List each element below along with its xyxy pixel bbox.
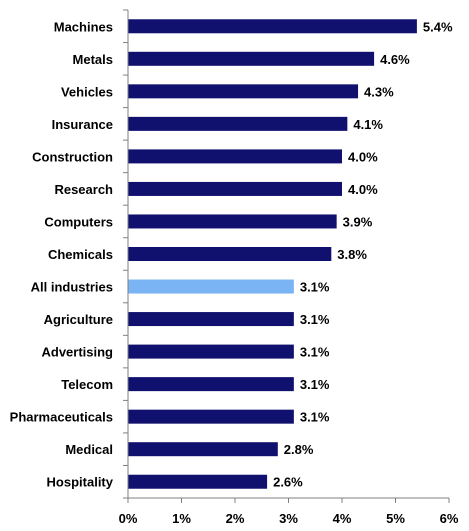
x-tick-label: 0% <box>119 511 138 526</box>
category-label-research: Research <box>54 182 113 197</box>
bar-hospitality <box>128 474 268 489</box>
value-label-medical: 2.8% <box>284 442 314 457</box>
bar-telecom <box>128 377 294 392</box>
value-label-pharmaceuticals: 3.1% <box>300 410 330 425</box>
value-label-agriculture: 3.1% <box>300 312 330 327</box>
value-label-advertising: 3.1% <box>300 345 330 360</box>
category-label-hospitality: Hospitality <box>47 475 114 490</box>
x-tick-label: 4% <box>333 511 352 526</box>
category-label-insurance: Insurance <box>52 117 113 132</box>
bar-research <box>128 181 342 196</box>
bars-group <box>128 19 417 489</box>
bar-agriculture <box>128 312 294 327</box>
category-label-pharmaceuticals: Pharmaceuticals <box>10 410 113 425</box>
x-tick-label: 1% <box>172 511 191 526</box>
bar-chemicals <box>128 247 332 261</box>
x-tick-label: 5% <box>386 511 405 526</box>
bar-insurance <box>128 116 348 131</box>
x-tick-labels: 0% 1% 2% 3% 4% 5% 6% <box>119 511 459 526</box>
bar-medical <box>128 442 278 457</box>
x-tick-label: 2% <box>226 511 245 526</box>
bar-all-industries <box>128 279 294 294</box>
category-label-telecom: Telecom <box>61 377 113 392</box>
value-label-insurance: 4.1% <box>353 117 383 132</box>
value-label-research: 4.0% <box>348 182 378 197</box>
category-label-computers: Computers <box>44 214 113 229</box>
value-label-hospitality: 2.6% <box>273 475 303 490</box>
category-label-chemicals: Chemicals <box>48 247 113 262</box>
value-label-chemicals: 3.8% <box>337 247 367 262</box>
value-label-metals: 4.6% <box>380 52 410 67</box>
category-label-medical: Medical <box>65 442 113 457</box>
bar-computers <box>128 214 337 229</box>
x-tick-label: 6% <box>440 511 459 526</box>
value-labels: 5.4% 4.6% 4.3% 4.1% 4.0% 4.0% 3.9% 3.8% 3.1% 3.1%… <box>273 19 453 489</box>
category-label-advertising: Advertising <box>41 345 113 360</box>
x-tick-label: 3% <box>279 511 298 526</box>
value-label-construction: 4.0% <box>348 149 378 164</box>
bar-advertising <box>128 344 294 359</box>
value-label-telecom: 3.1% <box>300 377 330 392</box>
category-label-metals: Metals <box>73 52 113 67</box>
category-label-all-industries: All industries <box>31 280 113 295</box>
category-label-agriculture: Agriculture <box>44 312 113 327</box>
value-label-machines: 5.4% <box>423 19 453 34</box>
value-label-vehicles: 4.3% <box>364 84 394 99</box>
bar-construction <box>128 149 342 164</box>
value-label-computers: 3.9% <box>343 214 373 229</box>
bar-metals <box>128 51 375 66</box>
bar-pharmaceuticals <box>128 409 294 424</box>
axes-group <box>123 9 450 503</box>
bar-vehicles <box>128 84 359 99</box>
bar-machines <box>128 19 417 34</box>
category-labels: Machines Metals Vehicles Insurance Construct… <box>10 19 114 489</box>
category-label-machines: Machines <box>54 19 113 34</box>
value-label-all-industries: 3.1% <box>300 280 330 295</box>
category-label-vehicles: Vehicles <box>61 84 113 99</box>
category-label-construction: Construction <box>32 149 113 164</box>
